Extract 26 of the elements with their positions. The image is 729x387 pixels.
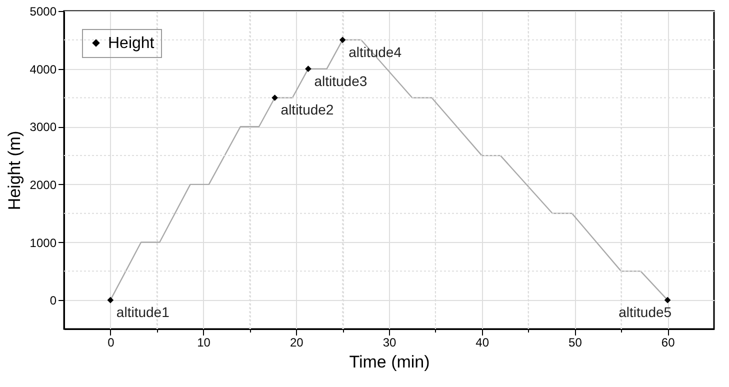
annotation: altitude3 — [314, 72, 368, 89]
annotation: altitude5 — [618, 304, 672, 320]
x-tick-label: 60 — [661, 336, 676, 350]
y-tick-label: 5000 — [30, 4, 57, 18]
point — [107, 296, 114, 304]
annotation: altitude4 — [348, 44, 402, 60]
y-tick-label: 2000 — [30, 178, 57, 192]
annotation: altitude2 — [280, 102, 334, 118]
x-tick-label: 40 — [476, 336, 490, 350]
y-axis-title: Height (m) — [4, 130, 24, 210]
x-tick-label: 0 — [108, 336, 115, 350]
annotation: altitude1 — [116, 304, 170, 320]
x-tick-label: 30 — [382, 336, 396, 350]
x-axis-title: Time (min) — [349, 352, 430, 372]
y-tick-label: 0 — [50, 294, 57, 308]
x-tick-label: 20 — [290, 336, 304, 350]
point — [664, 296, 671, 304]
legend-label: Height — [108, 35, 155, 52]
x-tick-label: 10 — [197, 336, 211, 350]
y-tick-label: 4000 — [30, 62, 57, 76]
point — [339, 36, 346, 44]
point — [305, 66, 312, 72]
y-tick-label: 1000 — [30, 236, 57, 250]
x-tick-label: 50 — [568, 336, 582, 350]
point — [272, 94, 278, 101]
y-tick-label: 3000 — [30, 120, 57, 134]
